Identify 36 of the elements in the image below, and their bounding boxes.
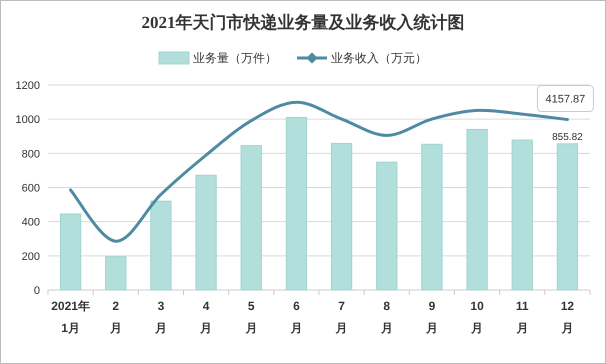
x-tick-label: 3 月 bbox=[154, 299, 167, 335]
bar bbox=[105, 256, 126, 290]
bar bbox=[195, 174, 217, 290]
chart-title: 2021年天门市快递业务量及业务收入统计图 bbox=[142, 13, 464, 32]
y-tick-label: 800 bbox=[22, 148, 40, 160]
bar bbox=[376, 162, 398, 290]
y-tick-label: 400 bbox=[22, 216, 40, 229]
x-tick-label: 5 月 bbox=[244, 299, 258, 335]
y-tick-label: 600 bbox=[22, 182, 40, 194]
data-label: 855.82 bbox=[552, 132, 584, 143]
bar bbox=[240, 145, 262, 290]
legend-label: 业务收入（万元） bbox=[331, 51, 427, 65]
bar bbox=[512, 140, 533, 290]
x-tick-label: 11 月 bbox=[515, 299, 529, 335]
x-tick-label: 9 月 bbox=[424, 299, 438, 335]
x-tick-label: 2021年 1月 bbox=[51, 299, 90, 335]
x-tick-label: 7 月 bbox=[334, 299, 348, 335]
data-label: 4157.87 bbox=[546, 94, 586, 106]
bar bbox=[466, 128, 488, 290]
y-tick-label: 0 bbox=[34, 285, 40, 297]
y-tick-label: 1200 bbox=[16, 80, 40, 92]
legend-label: 业务量（万件） bbox=[193, 51, 277, 65]
x-tick-label: 6 月 bbox=[289, 299, 302, 335]
x-tick-label: 12 月 bbox=[560, 299, 574, 335]
y-tick-label: 1000 bbox=[16, 114, 40, 126]
bar bbox=[286, 116, 308, 290]
bar bbox=[150, 200, 172, 290]
y-tick-label: 200 bbox=[22, 250, 40, 263]
bar bbox=[60, 213, 82, 290]
x-tick-label: 2 月 bbox=[108, 299, 122, 335]
x-tick-label: 8 月 bbox=[380, 299, 393, 335]
x-tick-label: 10 月 bbox=[470, 299, 484, 335]
bar bbox=[556, 143, 578, 290]
bar bbox=[330, 142, 352, 290]
x-tick-label: 4 月 bbox=[199, 299, 212, 335]
bar bbox=[421, 144, 443, 290]
